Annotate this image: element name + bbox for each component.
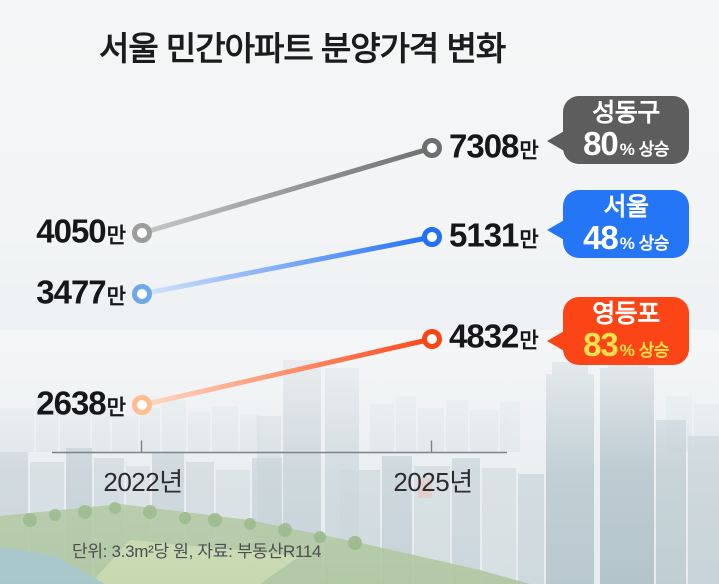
badge-change-row: 48 % 상승 [563, 219, 689, 257]
value-label-yeongdeungpo-2022: 2638만 [0, 384, 126, 422]
badge-change-suffix: % 상승 [619, 341, 670, 361]
badge-tail-icon [547, 219, 566, 241]
x-axis-label-2022: 2022년 [103, 467, 183, 497]
value-label-seongdong-2022: 4050만 [0, 212, 126, 250]
value-number: 4832 [449, 317, 519, 355]
value-unit-suffix: 만 [519, 228, 539, 252]
value-unit-suffix: 만 [106, 285, 126, 309]
value-unit-suffix: 만 [106, 396, 126, 420]
badge-seoul: 서울 48 % 상승 [547, 190, 689, 258]
value-number: 3477 [36, 273, 106, 311]
value-unit-suffix: 만 [519, 329, 539, 353]
badge-change-pct: 83 [583, 326, 619, 364]
value-unit-suffix: 만 [106, 224, 126, 248]
badge-change-pct: 48 [583, 219, 619, 257]
value-label-seoul-2022: 3477만 [0, 273, 126, 311]
value-number: 7308 [449, 127, 519, 165]
value-number: 4050 [36, 212, 106, 250]
badge-seongdong: 성동구 80 % 상승 [547, 96, 689, 164]
value-label-yeongdeungpo-2025: 4832만 [449, 317, 539, 355]
badge-change-suffix: % 상승 [619, 140, 670, 160]
x-axis-label-2025: 2025년 [393, 467, 473, 497]
badge-district-name: 성동구 [592, 99, 660, 127]
value-label-seongdong-2025: 7308만 [449, 127, 539, 165]
haze-overlay [0, 330, 719, 584]
value-label-seoul-2025: 5131만 [449, 216, 539, 254]
badge-change-suffix: % 상승 [619, 234, 670, 254]
badge-change-row: 83 % 상승 [563, 326, 689, 364]
badge-change-row: 80 % 상승 [563, 125, 689, 163]
value-unit-suffix: 만 [519, 139, 539, 163]
badge-tail-icon [547, 130, 566, 152]
value-number: 5131 [449, 216, 519, 254]
badge-tail-icon [547, 330, 566, 352]
badge-district-name: 영등포 [592, 300, 660, 328]
page-title: 서울 민간아파트 분양가격 변화 [99, 30, 506, 67]
value-number: 2638 [36, 384, 106, 422]
badge-yeongdeungpo: 영등포 83 % 상승 [547, 297, 689, 365]
badge-district-name: 서울 [603, 193, 649, 221]
unit-source-note: 단위: 3.3m²당 원, 자료: 부동산R114 [72, 542, 322, 561]
badge-change-pct: 80 [583, 125, 619, 163]
